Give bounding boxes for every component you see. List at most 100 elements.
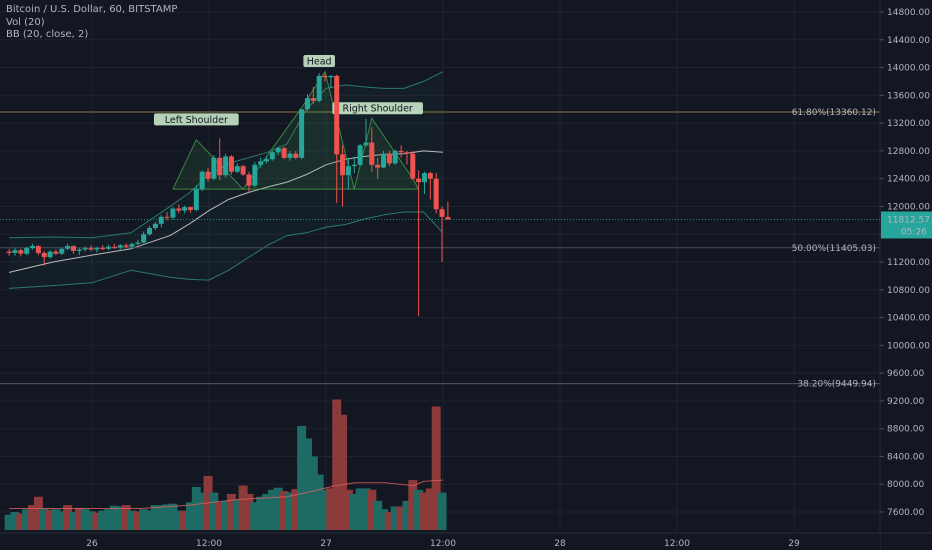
volume-bar [98, 510, 108, 530]
bb-upper-line [9, 71, 444, 239]
volume-bar [121, 505, 131, 530]
volume-bar [355, 488, 365, 530]
volume-bar [68, 512, 78, 530]
bollinger-bands-label[interactable]: BB (20, close, 2) [6, 29, 89, 40]
volume-bar [215, 502, 225, 530]
pattern-label: Head [307, 57, 332, 68]
candle-body [129, 243, 135, 247]
price-tick-label: 10800.00 [887, 286, 930, 296]
candle [264, 156, 270, 164]
volume-bar [384, 512, 394, 530]
volume-bar [80, 509, 90, 530]
volume-bar [139, 509, 149, 530]
candle [205, 167, 211, 182]
candle-body [299, 109, 305, 158]
chart-legend: Bitcoin / U.S. Dollar, 60, BITSTAMP Vol … [6, 4, 177, 42]
candle-body [147, 227, 153, 235]
candle [299, 109, 305, 160]
candle [158, 214, 164, 228]
volume-bar [244, 493, 254, 530]
candle-body [12, 250, 18, 253]
candle-body [30, 246, 36, 249]
volume-bar [396, 506, 406, 530]
candle-body [164, 216, 170, 218]
candle-body [117, 245, 123, 248]
candle-body [123, 245, 129, 247]
volume-bar [408, 480, 418, 530]
candle-body [369, 142, 375, 165]
volume-bar [39, 508, 49, 530]
candle [152, 221, 158, 231]
candle [129, 242, 135, 249]
price-tick-label: 10400.00 [887, 314, 930, 324]
candle-body [152, 223, 158, 228]
volume-indicator-label[interactable]: Vol (20) [6, 16, 45, 28]
fib-level-label: 61.80%(13360.12) [792, 108, 876, 118]
candle [275, 146, 281, 156]
price-tick-label: 14400.00 [887, 36, 930, 46]
volume-bar [22, 509, 32, 530]
volume-bar [51, 509, 61, 530]
time-tick-label: 27 [320, 539, 331, 549]
candle-body [445, 216, 451, 220]
time-axis-background [0, 533, 880, 550]
candle-body [316, 75, 322, 101]
volume-bar [133, 511, 143, 530]
candle-body [135, 242, 141, 244]
candle [193, 185, 199, 212]
volume-bar [156, 505, 166, 530]
volume-bar [338, 414, 348, 530]
candle-body [88, 248, 94, 250]
candle [65, 243, 71, 251]
candle-body [351, 164, 357, 167]
candle [345, 157, 351, 190]
volume-bar [414, 489, 424, 530]
candle-body [234, 166, 240, 172]
last-price-box [881, 211, 932, 239]
candle-body [281, 148, 287, 158]
candle [41, 250, 47, 266]
symbol-title[interactable]: Bitcoin / U.S. Dollar, 60, BITSTAMP [6, 4, 178, 15]
price-axis[interactable]: 14800.00 14400.00 14000.00 13600.00 13200.00… [879, 0, 932, 550]
volume-bar [273, 487, 283, 530]
volume-bar [390, 506, 400, 530]
candle [170, 207, 176, 220]
candle [375, 157, 381, 179]
price-tick-label: 13600.00 [887, 91, 930, 101]
candle [445, 201, 451, 220]
volume-bar [238, 485, 248, 530]
volume-bar [10, 512, 20, 530]
volume-bar [191, 487, 201, 530]
candle-body [439, 209, 445, 217]
volume-bar [314, 474, 324, 530]
candle-body [328, 75, 334, 78]
volume-bar [302, 438, 312, 530]
candle [211, 155, 217, 181]
volume-bar [63, 505, 73, 530]
volume-bar [402, 500, 412, 530]
head-and-shoulders-pattern[interactable]: Left Shoulder Head Right Shoulder [153, 55, 423, 190]
volume-bar [92, 512, 102, 530]
candle [47, 250, 53, 259]
price-tick-label: 9200.00 [887, 397, 924, 407]
time-tick-label: 12:00 [664, 539, 690, 549]
candle [246, 171, 252, 193]
volume-bars [4, 399, 447, 530]
candle-body [433, 178, 439, 210]
candle-body [100, 248, 106, 250]
bb-lower-line [9, 211, 444, 289]
fib-level-label: 38.20%(9449.94) [797, 380, 876, 390]
bar-countdown: 05:26 [901, 227, 927, 237]
time-axis[interactable]: 26 12:00 27 12:00 28 12:00 29 [0, 532, 932, 550]
candle [135, 239, 141, 246]
volume-bar [226, 493, 236, 530]
candle-body [357, 145, 363, 165]
price-tick-label: 11200.00 [887, 258, 930, 268]
candle-body [228, 156, 234, 172]
volume-bar [379, 509, 389, 530]
volume-bar [86, 511, 96, 530]
candle-body [141, 234, 147, 243]
price-tick-label: 8400.00 [887, 452, 924, 462]
candle [328, 75, 334, 89]
